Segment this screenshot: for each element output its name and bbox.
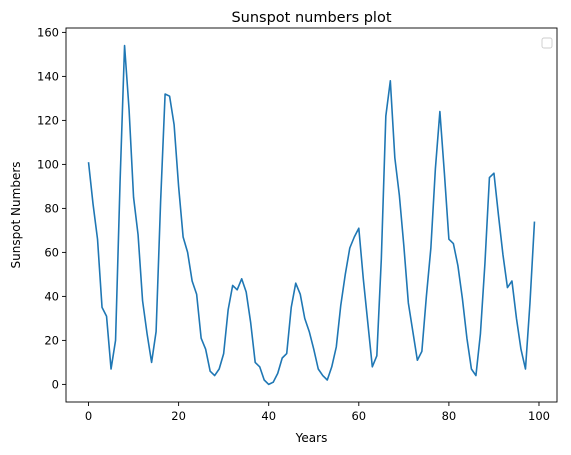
y-tick-label: 80 — [44, 201, 59, 215]
x-tick-label: 80 — [442, 409, 457, 423]
axis-ticks: 0 20 40 60 80 100 0 20 40 60 80 100 120 140 160 — [37, 25, 550, 423]
y-tick-label: 20 — [44, 333, 59, 347]
y-tick-label: 0 — [52, 377, 59, 391]
chart-title: Sunspot numbers plot — [231, 10, 391, 26]
series-line — [87, 44, 536, 386]
x-tick-label: 0 — [85, 409, 92, 423]
x-tick-label: 100 — [528, 409, 550, 423]
y-tick-label: 40 — [44, 289, 59, 303]
y-tick-label: 160 — [37, 25, 59, 39]
legend — [541, 37, 553, 49]
x-tick-label: 60 — [351, 409, 366, 423]
plot-frame — [65, 27, 558, 403]
x-axis-label: Years — [295, 431, 328, 445]
y-tick-label: 60 — [44, 245, 59, 259]
y-axis-label: Sunspot Numbers — [9, 161, 23, 268]
y-tick-label: 120 — [37, 113, 59, 127]
y-tick-label: 140 — [37, 69, 59, 83]
x-tick-label: 40 — [261, 409, 276, 423]
x-tick-label: 20 — [171, 409, 186, 423]
plot-area — [87, 44, 536, 386]
y-tick-label: 100 — [37, 157, 59, 171]
